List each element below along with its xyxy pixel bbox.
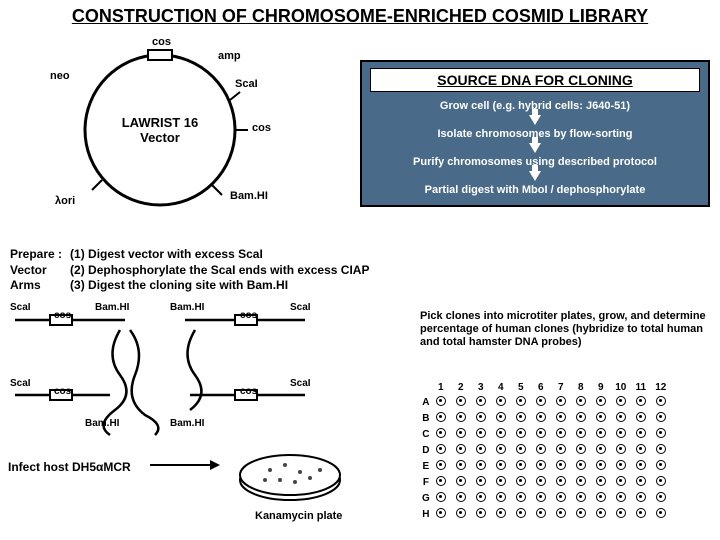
- arm-scal-4: ScaI: [290, 378, 311, 389]
- vector-name: LAWRIST 16 Vector: [110, 115, 210, 145]
- down-arrow-icon: [529, 143, 541, 153]
- source-title: SOURCE DNA FOR CLONING: [370, 68, 700, 92]
- down-arrow-icon: [529, 115, 541, 125]
- microtiter-grid: 123456789101112ABCDEFGH: [420, 380, 672, 523]
- prepare-line-1: (2) Dephosphorylate the ScaI ends with e…: [70, 263, 369, 279]
- prepare-line-2: (3) Digest the cloning site with Bam.HI: [70, 278, 369, 294]
- arm-cos-4: cos: [240, 386, 257, 397]
- vector-cos-right: cos: [252, 122, 271, 134]
- vector-bamhi: Bam.HI: [230, 190, 268, 202]
- page-title: CONSTRUCTION OF CHROMOSOME-ENRICHED COSM…: [0, 0, 720, 27]
- source-step-3: Partial digest with MboI / dephosphoryla…: [370, 184, 700, 196]
- arm-bamhi-2: Bam.HI: [170, 302, 204, 313]
- arm-scal-2: ScaI: [290, 302, 311, 313]
- arm-bamhi-3: Bam.HI: [85, 418, 119, 429]
- vector-ori: λori: [55, 195, 75, 207]
- down-arrow-icon: [529, 171, 541, 181]
- arm-cos-2: cos: [240, 310, 257, 321]
- arm-bamhi-1: Bam.HI: [95, 302, 129, 313]
- arm-bamhi-4: Bam.HI: [170, 418, 204, 429]
- prepare-line-0: (1) Digest vector with excess ScaI: [70, 247, 369, 263]
- vector-amp: amp: [218, 50, 241, 62]
- arm-scal-3: ScaI: [10, 378, 31, 389]
- vector-neo: neo: [50, 70, 70, 82]
- plate-icon: [230, 440, 350, 510]
- arm-cos-3: cos: [54, 386, 71, 397]
- plate-label: Kanamycin plate: [255, 510, 342, 522]
- source-box: SOURCE DNA FOR CLONING Grow cell (e.g. h…: [360, 60, 710, 207]
- vector-scal: ScaI: [235, 78, 258, 90]
- infect-label: Infect host DH5αMCR: [8, 460, 131, 474]
- arrow-to-plate-icon: [150, 455, 230, 475]
- arm-scal-1: ScaI: [10, 302, 31, 313]
- vector-cos-top: cos: [152, 36, 171, 48]
- pick-text: Pick clones into microtiter plates, grow…: [420, 310, 710, 350]
- prepare-section: Prepare :VectorArms (1) Digest vector wi…: [8, 245, 371, 296]
- arm-cos-1: cos: [54, 310, 71, 321]
